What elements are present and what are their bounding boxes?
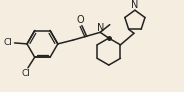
Text: Cl: Cl xyxy=(3,38,12,47)
Text: Cl: Cl xyxy=(22,69,31,78)
Text: N: N xyxy=(97,23,105,32)
Text: O: O xyxy=(76,15,84,25)
Text: N: N xyxy=(131,0,139,10)
